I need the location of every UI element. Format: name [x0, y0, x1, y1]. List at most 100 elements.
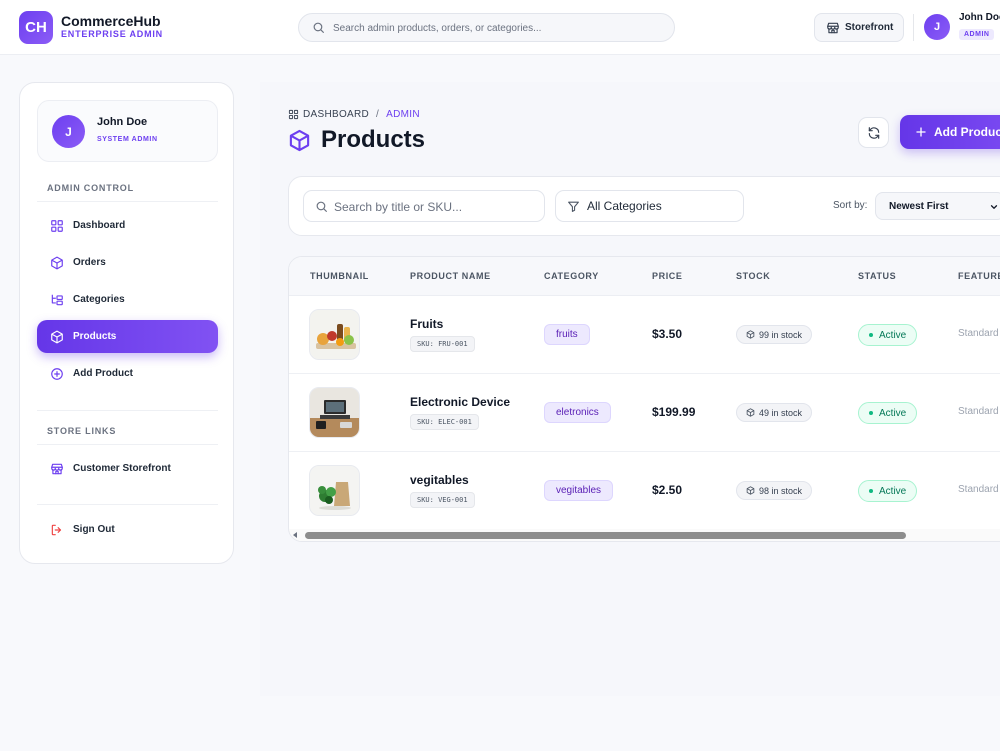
product-sku: SKU: FRU-001 — [410, 336, 475, 352]
user-role-badge: ADMIN — [959, 29, 995, 40]
vegetables-image — [309, 465, 360, 516]
table-row[interactable]: vegitables SKU: VEG-001 vegitables $2.50… — [289, 452, 1000, 530]
table-row[interactable]: Electronic Device SKU: ELEC-001 eletroni… — [289, 374, 1000, 452]
product-name[interactable]: Fruits — [410, 317, 444, 331]
filter-icon — [567, 200, 580, 213]
status-badge: Active — [858, 480, 918, 502]
column-header-status[interactable]: STATUS — [858, 271, 897, 281]
sidebar-item-customer-storefront[interactable]: Customer Storefront — [37, 452, 218, 485]
sidebar-item-label: Orders — [73, 257, 106, 268]
column-header-category[interactable]: CATEGORY — [544, 271, 599, 281]
divider — [37, 444, 218, 445]
column-header-price[interactable]: PRICE — [652, 271, 683, 281]
column-header-stock[interactable]: STOCK — [736, 271, 771, 281]
sort-select[interactable]: Newest First — [875, 192, 1000, 220]
global-search-input[interactable] — [333, 19, 663, 37]
electronics-image — [309, 387, 360, 438]
refresh-icon — [867, 126, 881, 140]
plus-circle-icon — [50, 367, 64, 381]
box-icon — [50, 330, 64, 344]
search-icon — [315, 200, 328, 213]
featured-value: Standard — [958, 406, 999, 417]
product-price: $199.99 — [652, 405, 696, 419]
user-name: John Doe — [959, 12, 1000, 23]
stock-text: 49 in stock — [759, 407, 803, 418]
sidebar-item-products[interactable]: Products — [37, 320, 218, 353]
stock-badge: 49 in stock — [736, 403, 813, 422]
add-product-button[interactable]: Add Product — [900, 115, 1000, 149]
status-text: Active — [879, 485, 907, 497]
product-name[interactable]: Electronic Device — [410, 395, 511, 409]
category-badge: eletronics — [544, 402, 611, 423]
global-search — [298, 13, 675, 42]
store-icon — [826, 21, 840, 35]
sidebar-item-label: Add Product — [73, 368, 133, 379]
product-price: $3.50 — [652, 327, 683, 341]
product-sku: SKU: VEG-001 — [410, 492, 475, 508]
fruits-image — [309, 309, 360, 360]
sidebar-item-label: Dashboard — [73, 220, 126, 231]
product-search — [303, 190, 545, 222]
store-icon — [50, 462, 64, 476]
box-icon — [50, 256, 64, 270]
refresh-button[interactable] — [858, 117, 889, 148]
avatar[interactable]: J — [924, 14, 950, 40]
sidebar-user-role: SYSTEM ADMIN — [97, 136, 158, 143]
status-dot — [869, 411, 873, 415]
table-header: THUMBNAIL PRODUCT NAME CATEGORY PRICE ST… — [289, 257, 1000, 296]
sidebar: J John Doe SYSTEM ADMIN ADMIN CONTROL Da… — [19, 82, 234, 564]
column-header-product-name[interactable]: PRODUCT NAME — [410, 271, 491, 281]
sort-value: Newest First — [889, 200, 949, 212]
stock-text: 99 in stock — [759, 329, 803, 340]
storefront-label: Storefront — [845, 22, 894, 33]
sidebar-item-orders[interactable]: Orders — [37, 246, 218, 279]
category-badge: fruits — [544, 324, 590, 345]
search-icon — [312, 21, 325, 34]
admin-section-title: ADMIN CONTROL — [47, 183, 134, 193]
featured-value: Standard — [958, 328, 999, 339]
box-icon — [746, 486, 755, 495]
status-dot — [869, 333, 873, 337]
sidebar-item-categories[interactable]: Categories — [37, 283, 218, 316]
chevron-down-icon — [989, 202, 999, 212]
sign-out-label: Sign Out — [73, 524, 115, 535]
sidebar-item-label: Products — [73, 331, 117, 342]
divider — [37, 504, 218, 505]
breadcrumb-root[interactable]: DASHBOARD — [303, 109, 370, 120]
dashboard-grid-icon — [288, 109, 299, 120]
breadcrumb-separator: / — [376, 109, 380, 120]
dashboard-grid-icon — [50, 219, 64, 233]
app-logo[interactable]: CH — [19, 11, 53, 44]
box-icon — [746, 408, 755, 417]
table-row[interactable]: Fruits SKU: FRU-001 fruits $3.50 99 in s… — [289, 296, 1000, 374]
products-table: THUMBNAIL PRODUCT NAME CATEGORY PRICE ST… — [288, 256, 1000, 542]
status-text: Active — [879, 407, 907, 419]
status-text: Active — [879, 329, 907, 341]
storefront-button[interactable]: Storefront — [814, 13, 904, 42]
product-price: $2.50 — [652, 483, 683, 497]
breadcrumb: DASHBOARD / ADMIN — [288, 109, 420, 120]
category-filter-select[interactable]: All Categories — [555, 190, 744, 222]
status-badge: Active — [858, 324, 918, 346]
column-header-featured[interactable]: FEATURE — [958, 271, 1000, 281]
category-filter-value: All Categories — [587, 199, 662, 213]
sidebar-item-dashboard[interactable]: Dashboard — [37, 209, 218, 242]
divider — [37, 201, 218, 202]
sidebar-item-add-product[interactable]: Add Product — [37, 357, 218, 390]
page-title: Products — [288, 126, 425, 154]
scroll-left-arrow-icon[interactable] — [293, 532, 297, 538]
divider — [913, 14, 914, 41]
app-name: CommerceHub — [61, 13, 161, 29]
sidebar-item-label: Customer Storefront — [73, 463, 171, 474]
stock-badge: 99 in stock — [736, 325, 813, 344]
horizontal-scrollbar[interactable] — [289, 529, 1000, 541]
stock-text: 98 in stock — [759, 485, 803, 496]
filter-bar: All Categories Sort by: Newest First — [288, 176, 1000, 236]
category-badge: vegitables — [544, 480, 614, 501]
sign-out-button[interactable]: Sign Out — [37, 513, 218, 546]
top-bar: CH CommerceHub ENTERPRISE ADMIN Storefro… — [0, 0, 1000, 55]
breadcrumb-current: ADMIN — [386, 109, 420, 120]
scrollbar-thumb[interactable] — [305, 532, 906, 539]
product-search-input[interactable] — [334, 198, 534, 216]
product-name[interactable]: vegitables — [410, 473, 469, 487]
